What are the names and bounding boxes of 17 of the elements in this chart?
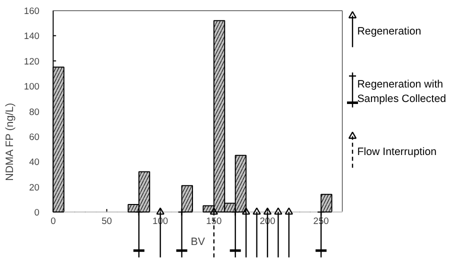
- legend-label: Flow Interruption: [357, 146, 437, 158]
- y-tick-label: 20: [29, 182, 40, 192]
- y-tick-label: 80: [29, 106, 40, 117]
- y-tick-label: 60: [29, 132, 40, 142]
- x-tick-label: 50: [102, 216, 112, 226]
- y-tick-label: 120: [24, 56, 40, 66]
- y-tick-label: 160: [24, 6, 40, 16]
- y-tick-label: 100: [24, 82, 40, 92]
- y-axis-title: NDMA FP (ng/L): [4, 102, 16, 181]
- x-axis-title: BV: [190, 236, 206, 248]
- y-tick-label: 0: [34, 208, 40, 218]
- legend-label: Regeneration with Samples Collected: [357, 78, 446, 105]
- legend-label: Regeneration: [357, 25, 422, 38]
- y-tick-label: 140: [24, 31, 40, 42]
- x-tick-label: 150: [206, 216, 222, 226]
- y-tick-label: 40: [29, 157, 40, 168]
- x-tick-label: 0: [50, 216, 56, 226]
